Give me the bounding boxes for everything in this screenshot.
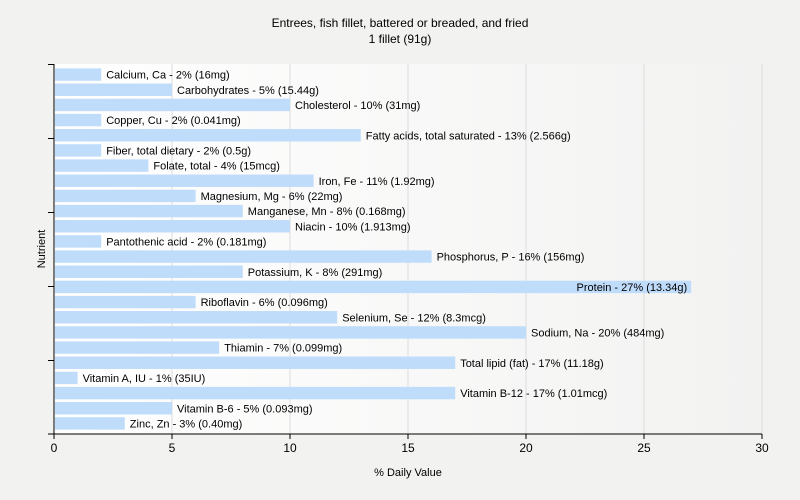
bar-11 bbox=[55, 235, 102, 248]
bar-5 bbox=[55, 144, 102, 157]
bar-label-19: Total lipid (fat) - 17% (11.18g) bbox=[460, 358, 603, 370]
bar-16 bbox=[55, 311, 338, 324]
bar-9 bbox=[55, 204, 243, 218]
bar-17 bbox=[55, 326, 526, 339]
x-axis-title: % Daily Value bbox=[374, 467, 442, 479]
bar-14 bbox=[55, 280, 692, 294]
bar-15 bbox=[55, 295, 196, 309]
gridlines bbox=[171, 64, 763, 434]
bar-label-11: Pantothenic acid - 2% (0.181mg) bbox=[106, 236, 266, 248]
bar-label-4: Fatty acids, total saturated - 13% (2.56… bbox=[366, 130, 571, 142]
bar-20 bbox=[55, 371, 78, 385]
bar-label-14: Protein - 27% (13.34g) bbox=[577, 282, 688, 294]
bar-12 bbox=[55, 250, 432, 263]
bars bbox=[55, 68, 692, 430]
x-tick-label-5: 5 bbox=[169, 441, 176, 455]
bar-label-13: Potassium, K - 8% (291mg) bbox=[248, 267, 382, 279]
bar-labels: Calcium, Ca - 2% (16mg) Carbohydrates - 5… bbox=[83, 70, 688, 431]
bar-19 bbox=[55, 356, 456, 369]
bar-18 bbox=[55, 341, 220, 354]
bar-10 bbox=[55, 220, 290, 233]
bar-1 bbox=[55, 83, 172, 96]
bar-label-12: Phosphorus, P - 16% (156mg) bbox=[437, 252, 585, 264]
bar-22 bbox=[55, 402, 172, 415]
bar-21 bbox=[55, 386, 456, 400]
x-tick-label-0: 0 bbox=[51, 441, 58, 455]
bar-label-6: Folate, total - 4% (15mcg) bbox=[153, 161, 280, 173]
axes: 0 5 10 15 20 25 30 bbox=[48, 64, 769, 455]
bar-label-8: Magnesium, Mg - 6% (22mg) bbox=[201, 191, 343, 203]
bar-label-15: Riboflavin - 6% (0.096mg) bbox=[201, 297, 328, 309]
bar-13 bbox=[55, 265, 243, 278]
bar-label-17: Sodium, Na - 20% (484mg) bbox=[531, 327, 664, 339]
bar-8 bbox=[55, 189, 196, 203]
x-tick-label-30: 30 bbox=[755, 441, 769, 455]
bar-label-16: Selenium, Se - 12% (8.3mcg) bbox=[342, 312, 486, 324]
bar-label-20: Vitamin A, IU - 1% (35IU) bbox=[83, 373, 206, 385]
bar-label-2: Cholesterol - 10% (31mg) bbox=[295, 100, 420, 112]
bar-label-10: Niacin - 10% (1.913mg) bbox=[295, 221, 411, 233]
bar-label-22: Vitamin B-6 - 5% (0.093mg) bbox=[177, 403, 313, 415]
bar-0 bbox=[55, 68, 102, 81]
x-tick-label-15: 15 bbox=[401, 441, 415, 455]
bar-label-9: Manganese, Mn - 8% (0.168mg) bbox=[248, 206, 406, 218]
x-tick-label-10: 10 bbox=[283, 441, 297, 455]
bar-label-5: Fiber, total dietary - 2% (0.5g) bbox=[106, 145, 251, 157]
bar-label-1: Carbohydrates - 5% (15.44g) bbox=[177, 85, 319, 97]
bar-label-18: Thiamin - 7% (0.099mg) bbox=[224, 343, 342, 355]
bar-23 bbox=[55, 417, 125, 430]
bar-label-7: Iron, Fe - 11% (1.92mg) bbox=[319, 176, 435, 188]
bar-label-21: Vitamin B-12 - 17% (1.01mcg) bbox=[460, 388, 607, 400]
bar-6 bbox=[55, 159, 149, 172]
x-tick-label-20: 20 bbox=[519, 441, 533, 455]
bar-label-23: Zinc, Zn - 3% (0.40mg) bbox=[130, 418, 242, 430]
bar-4 bbox=[55, 129, 361, 142]
bar-7 bbox=[55, 174, 314, 187]
chart-title: Entrees, fish fillet, battered or breade… bbox=[272, 16, 529, 30]
bar-label-3: Copper, Cu - 2% (0.041mg) bbox=[106, 115, 241, 127]
bar-3 bbox=[55, 113, 102, 127]
chart-subtitle: 1 fillet (91g) bbox=[369, 32, 432, 46]
bar-2 bbox=[55, 98, 290, 112]
bar-label-0: Calcium, Ca - 2% (16mg) bbox=[106, 70, 229, 82]
y-axis-title: Nutrient bbox=[36, 230, 48, 269]
x-tick-label-25: 25 bbox=[637, 441, 651, 455]
